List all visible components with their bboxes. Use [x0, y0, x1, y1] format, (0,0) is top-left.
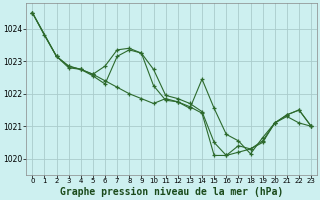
X-axis label: Graphe pression niveau de la mer (hPa): Graphe pression niveau de la mer (hPa) [60, 187, 283, 197]
